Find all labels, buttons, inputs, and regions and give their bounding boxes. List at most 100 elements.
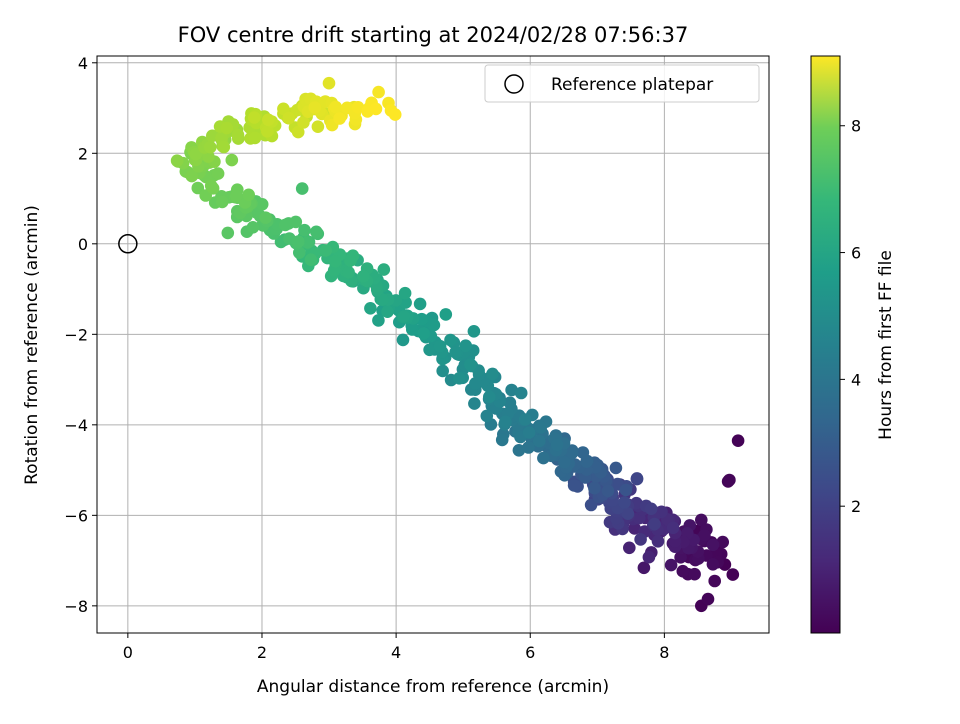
data-point (231, 128, 245, 142)
data-point (634, 533, 647, 546)
data-point (297, 116, 310, 129)
data-point (225, 153, 239, 167)
data-point (322, 76, 336, 90)
data-point (453, 372, 466, 385)
data-point (666, 521, 680, 535)
data-point (301, 236, 314, 249)
data-point (514, 386, 528, 400)
data-point (308, 101, 322, 114)
data-point (621, 507, 635, 520)
data-point (204, 140, 217, 154)
data-point (567, 479, 581, 492)
data-point (486, 367, 499, 381)
data-point (499, 415, 512, 429)
reference-marker (118, 234, 138, 254)
y-tick-label: −8 (64, 597, 88, 616)
legend: Reference platepar (484, 64, 760, 103)
data-point (726, 568, 740, 581)
data-point (619, 483, 633, 497)
y-tick-label: 4 (78, 54, 88, 73)
plot-frame (96, 55, 770, 634)
data-point (291, 125, 305, 139)
y-axis-ticks: −8 −6 −4 −2 0 2 4 (64, 54, 97, 616)
data-point (248, 111, 261, 124)
data-point (731, 434, 745, 448)
colorbar-label: Hours from first FF file (876, 250, 896, 440)
data-point (413, 297, 427, 311)
data-point (503, 396, 517, 410)
plot-area (96, 55, 770, 634)
x-axis-ticks: 0 2 4 6 8 (123, 633, 669, 662)
chart-title: FOV centre drift starting at 2024/02/28 … (178, 23, 689, 47)
legend-marker-icon (504, 74, 524, 94)
data-point (295, 182, 309, 195)
data-point (261, 125, 274, 138)
data-point (423, 343, 436, 357)
data-point (695, 513, 708, 527)
data-point (396, 333, 410, 347)
data-point (637, 561, 651, 575)
data-point (388, 108, 402, 121)
colorbar-tick-label: 2 (851, 497, 861, 516)
data-point (716, 535, 729, 549)
x-tick-label: 0 (123, 643, 133, 662)
data-point (480, 409, 494, 423)
data-point (229, 189, 243, 203)
data-point (550, 438, 564, 452)
data-point (588, 481, 601, 495)
data-point (292, 235, 305, 248)
data-point (344, 254, 357, 267)
data-point (723, 473, 736, 487)
data-point (369, 102, 383, 116)
data-point (277, 102, 290, 116)
data-point (534, 421, 547, 434)
data-point (674, 551, 687, 564)
data-point (630, 472, 644, 485)
data-point (397, 310, 411, 323)
data-point (351, 101, 365, 114)
data-point (204, 179, 218, 193)
data-point (706, 538, 720, 552)
data-point (651, 535, 665, 548)
x-tick-label: 4 (391, 643, 401, 662)
data-point (342, 266, 355, 279)
data-point (191, 181, 205, 195)
y-axis-label: Rotation from reference (arcmin) (22, 205, 42, 485)
y-tick-label: 0 (78, 235, 88, 254)
data-point (459, 339, 473, 353)
y-tick-label: −2 (64, 325, 88, 344)
colorbar-gradient (810, 55, 841, 634)
data-point (495, 433, 509, 447)
y-tick-label: 2 (78, 144, 88, 163)
data-point (436, 364, 450, 378)
data-point (433, 339, 447, 353)
data-point (565, 446, 579, 460)
data-point (221, 226, 235, 240)
legend-box (484, 64, 760, 103)
colorbar: 2 4 6 8 Hours from first FF file (810, 55, 896, 634)
data-point (688, 567, 701, 581)
data-point (708, 574, 721, 588)
data-point (376, 293, 389, 307)
data-point (518, 413, 532, 426)
data-point (255, 198, 269, 211)
data-point (189, 147, 203, 161)
data-point (329, 100, 343, 114)
data-point (262, 113, 275, 127)
data-point (170, 154, 184, 167)
data-point (706, 558, 720, 571)
grid (97, 56, 769, 633)
data-point (601, 484, 615, 498)
data-point (220, 121, 234, 135)
data-point (648, 517, 661, 531)
data-point (483, 390, 496, 404)
data-point (512, 444, 526, 457)
colorbar-ticks: 2 4 6 8 (840, 117, 861, 516)
y-tick-label: −4 (64, 416, 88, 435)
data-point (399, 296, 412, 309)
data-point (259, 211, 272, 224)
data-point (357, 270, 370, 283)
data-point (628, 522, 641, 535)
data-point (642, 550, 656, 564)
data-points (170, 76, 745, 613)
